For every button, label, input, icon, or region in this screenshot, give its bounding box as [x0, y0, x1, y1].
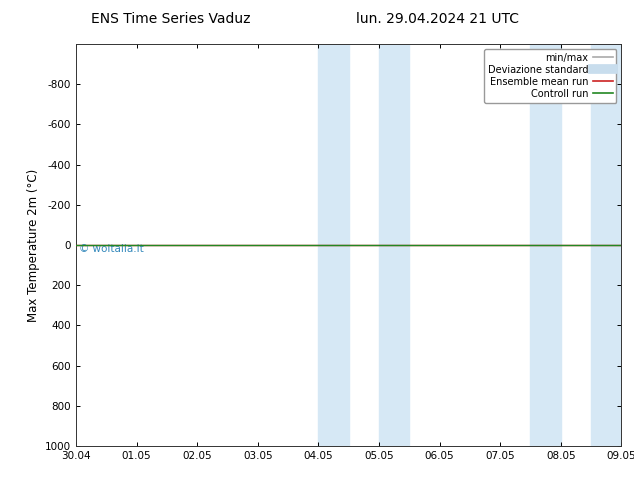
Text: lun. 29.04.2024 21 UTC: lun. 29.04.2024 21 UTC [356, 12, 519, 26]
Bar [318, 44, 349, 446]
Legend: min/max, Deviazione standard, Ensemble mean run, Controll run: min/max, Deviazione standard, Ensemble m… [484, 49, 616, 102]
Text: © woitalia.it: © woitalia.it [79, 244, 143, 254]
Bar [531, 44, 560, 446]
Text: ENS Time Series Vaduz: ENS Time Series Vaduz [91, 12, 251, 26]
Y-axis label: Max Temperature 2m (°C): Max Temperature 2m (°C) [27, 169, 39, 321]
Bar [591, 44, 621, 446]
Bar [379, 44, 410, 446]
